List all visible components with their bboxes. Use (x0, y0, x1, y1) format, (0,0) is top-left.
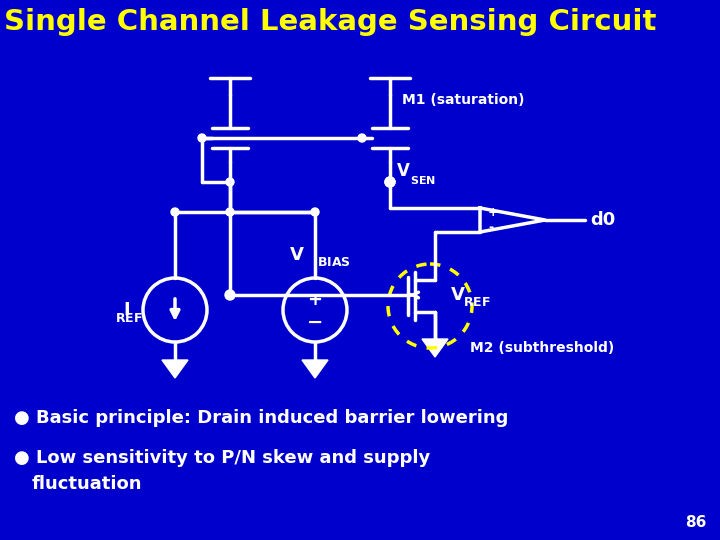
Text: $\mathbf{REF}$: $\mathbf{REF}$ (115, 312, 143, 325)
Text: d0: d0 (590, 211, 616, 229)
Text: M1 (saturation): M1 (saturation) (402, 93, 524, 107)
Circle shape (311, 208, 319, 216)
Text: +: + (307, 291, 323, 309)
Circle shape (225, 290, 235, 300)
Text: 86: 86 (685, 515, 706, 530)
Text: $\mathbf{V}$: $\mathbf{V}$ (450, 286, 466, 304)
Text: $\mathbf{SEN}$: $\mathbf{SEN}$ (410, 174, 436, 186)
Text: fluctuation: fluctuation (32, 475, 143, 493)
Text: −: − (307, 313, 323, 332)
Circle shape (198, 134, 206, 142)
Text: M2 (subthreshold): M2 (subthreshold) (470, 341, 614, 355)
Polygon shape (302, 360, 328, 378)
Text: $\mathbf{BIAS}$: $\mathbf{BIAS}$ (317, 255, 351, 268)
Text: ● Low sensitivity to P/N skew and supply: ● Low sensitivity to P/N skew and supply (14, 449, 431, 467)
Circle shape (226, 208, 234, 216)
Text: $\mathbf{REF}$: $\mathbf{REF}$ (463, 296, 490, 309)
Polygon shape (162, 360, 188, 378)
Polygon shape (422, 339, 448, 357)
Text: $\mathbf{V}$: $\mathbf{V}$ (289, 246, 305, 264)
Text: $\mathbf{I}$: $\mathbf{I}$ (123, 301, 130, 319)
Circle shape (385, 177, 395, 187)
Text: ● Basic principle: Drain induced barrier lowering: ● Basic principle: Drain induced barrier… (14, 409, 508, 427)
Circle shape (171, 208, 179, 216)
Text: $\mathbf{V}$: $\mathbf{V}$ (396, 162, 411, 180)
Text: +: + (488, 206, 499, 219)
Text: -: - (488, 221, 493, 234)
Circle shape (226, 178, 234, 186)
Circle shape (385, 177, 395, 187)
Text: Single Channel Leakage Sensing Circuit: Single Channel Leakage Sensing Circuit (4, 8, 657, 36)
Circle shape (358, 134, 366, 142)
